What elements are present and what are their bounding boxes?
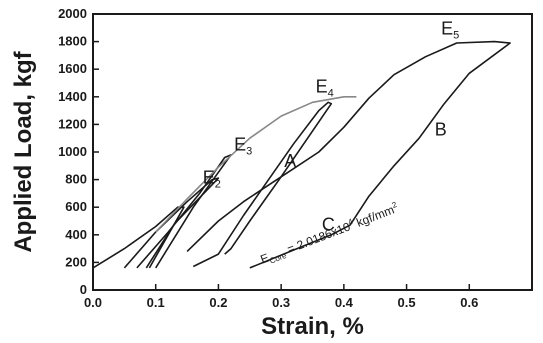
y-tick-label: 200: [65, 254, 87, 269]
y-axis-title: Applied Load, kgf: [10, 50, 37, 252]
x-axis-title: Strain, %: [261, 313, 364, 340]
y-tick-label: 1600: [58, 61, 87, 76]
x-tick-label: 0.6: [460, 295, 478, 310]
y-tick-label: 400: [65, 227, 87, 242]
y-tick-label: 0: [80, 282, 87, 297]
curves: [92, 40, 511, 269]
annotation-e4: E4: [316, 77, 334, 100]
x-tick-label: 0.1: [147, 295, 165, 310]
load-curve-6: [186, 40, 511, 269]
annotation-ecore: ECore = 2.0186x104 kgf/mm2: [258, 200, 402, 269]
annotation-e3: E3: [234, 135, 252, 158]
load-curve-5: [155, 96, 357, 233]
annotation-e2: E2: [203, 168, 221, 191]
y-tick-label: 2000: [58, 6, 87, 21]
annotation-e5: E5: [441, 19, 459, 42]
x-tick-label: 0.5: [398, 295, 416, 310]
annotation-b: B: [435, 119, 447, 139]
y-tick-label: 1400: [58, 89, 87, 104]
plot-frame: [92, 13, 533, 291]
load-curve-3: [136, 154, 232, 269]
annotation-c: C: [322, 215, 335, 235]
annotation-a: A: [284, 151, 296, 171]
load-curve-1: [92, 206, 185, 269]
x-tick-label: 0.2: [209, 295, 227, 310]
y-tick-label: 1000: [58, 144, 87, 159]
y-tick-label: 800: [65, 172, 87, 187]
load-curve-4: [192, 101, 333, 268]
y-tick-label: 600: [65, 199, 87, 214]
y-tick-label: 1200: [58, 116, 87, 131]
x-tick-label: 0.4: [335, 295, 354, 310]
x-tick-label: 0.3: [272, 295, 290, 310]
y-tick-label: 1800: [58, 34, 87, 49]
x-tick-label: 0.0: [84, 295, 102, 310]
